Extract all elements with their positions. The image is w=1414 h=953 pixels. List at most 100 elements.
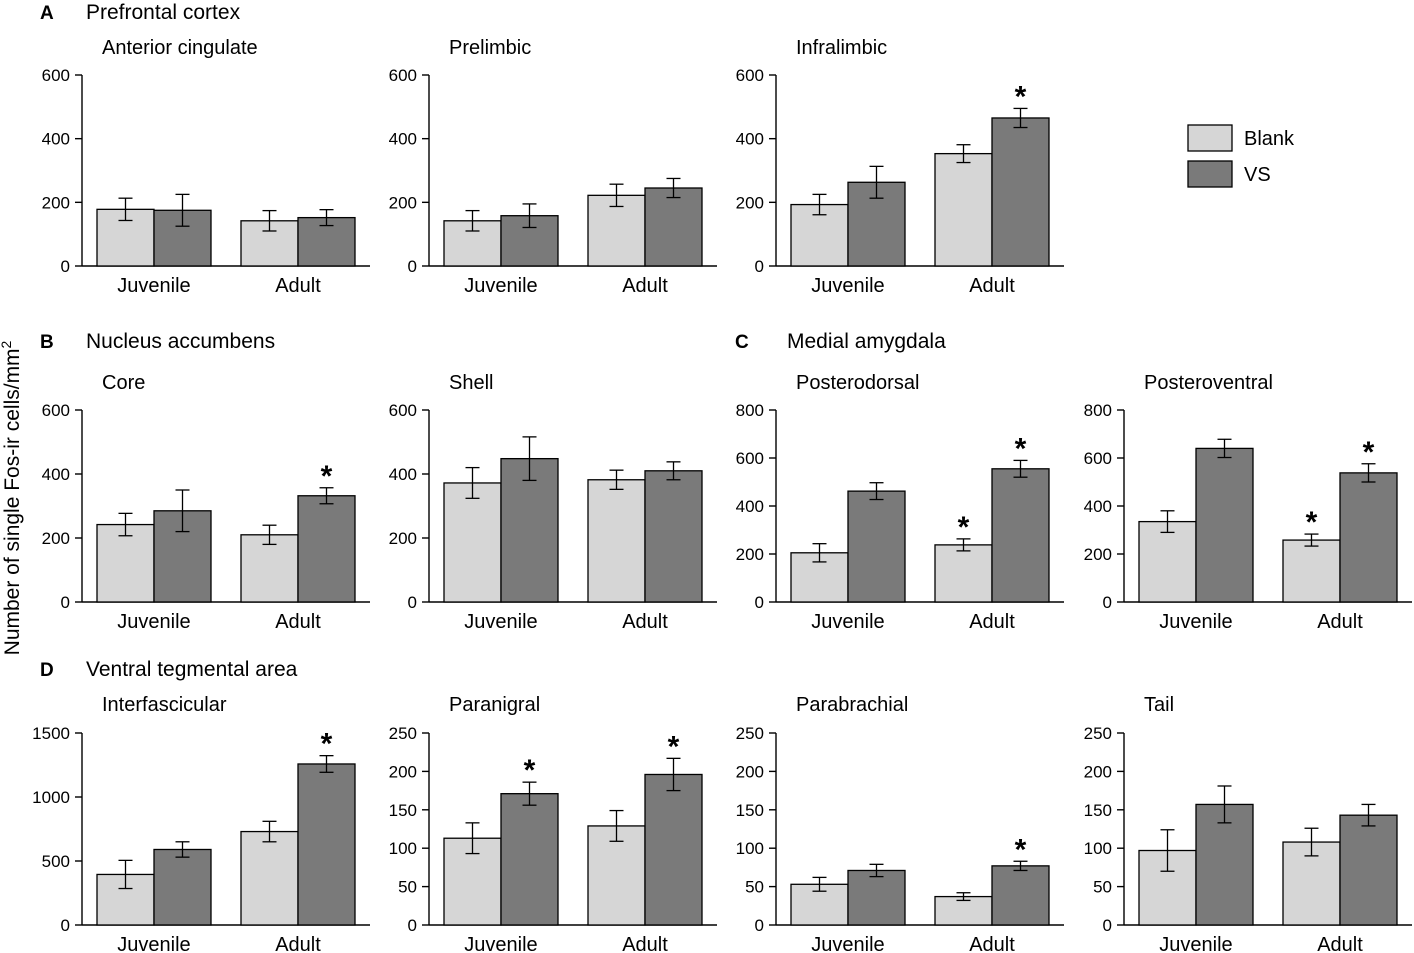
y-tick-label: 250 — [736, 724, 764, 743]
y-tick-label: 400 — [42, 465, 70, 484]
y-tick-label: 400 — [736, 497, 764, 516]
bar-adult-vs — [644, 187, 703, 267]
y-tick-label: 200 — [736, 193, 764, 212]
y-tick-label: 600 — [389, 66, 417, 85]
y-tick-label: 150 — [736, 801, 764, 820]
legend-label-vs: VS — [1244, 164, 1271, 186]
x-tick-label-juvenile: Juvenile — [117, 275, 190, 297]
y-tick-label: 600 — [1084, 449, 1112, 468]
section-title-B: Nucleus accumbens — [86, 330, 275, 353]
bar-adult-vs — [991, 865, 1050, 926]
y-axis-label: Number of single Fos-ir cells/mm2 — [0, 340, 24, 655]
x-tick-label-juvenile: Juvenile — [117, 934, 190, 953]
x-tick-label-juvenile: Juvenile — [464, 275, 537, 297]
x-tick-label-adult: Adult — [622, 275, 668, 297]
bar-adult-blank — [934, 544, 993, 603]
y-tick-label: 0 — [755, 593, 764, 612]
y-tick-label: 0 — [61, 916, 70, 935]
bar-juvenile-vs — [847, 869, 906, 926]
bar-juvenile-vs — [500, 793, 559, 926]
x-tick-label-adult: Adult — [1317, 611, 1363, 633]
y-tick-label: 600 — [736, 449, 764, 468]
significance-asterisk: * — [1015, 80, 1027, 113]
y-tick-label: 0 — [755, 916, 764, 935]
x-tick-label-juvenile: Juvenile — [811, 611, 884, 633]
section-letter-C: C — [735, 332, 749, 353]
bar-juvenile-blank — [1138, 520, 1197, 603]
legend-swatch-blank — [1187, 124, 1233, 152]
y-tick-label: 50 — [398, 878, 417, 897]
x-tick-label-adult: Adult — [969, 611, 1015, 633]
y-tick-label: 600 — [42, 401, 70, 420]
x-tick-label-adult: Adult — [969, 275, 1015, 297]
panel-title: Parabrachial — [796, 694, 908, 716]
y-tick-label: 50 — [745, 878, 764, 897]
y-tick-label: 400 — [389, 130, 417, 149]
bar-juvenile-vs — [847, 490, 906, 603]
y-tick-label: 0 — [61, 257, 70, 276]
y-tick-label: 400 — [42, 130, 70, 149]
y-tick-label: 200 — [42, 193, 70, 212]
panel-core: Core 0 200 400 600 Juvenile * Adult — [42, 372, 370, 633]
significance-asterisk: * — [321, 728, 333, 761]
x-tick-label-juvenile: Juvenile — [811, 275, 884, 297]
panel-shell: Shell 0 200 400 600 Juvenile Adult — [389, 372, 717, 633]
y-tick-label: 0 — [408, 257, 417, 276]
y-tick-label: 0 — [755, 257, 764, 276]
y-tick-label: 600 — [736, 66, 764, 85]
y-tick-label: 1000 — [32, 788, 70, 807]
panel-posterodorsal: Posterodorsal 0 200 400 600 800 Juvenile * * Adul… — [736, 372, 1064, 633]
y-tick-label: 200 — [42, 529, 70, 548]
y-tick-label: 800 — [1084, 401, 1112, 420]
y-tick-label: 500 — [42, 852, 70, 871]
y-tick-label: 0 — [1103, 593, 1112, 612]
bar-adult-vs — [991, 117, 1050, 267]
x-tick-label-juvenile: Juvenile — [1159, 934, 1232, 953]
y-tick-label: 0 — [408, 593, 417, 612]
section-title-C: Medial amygdala — [787, 330, 946, 353]
y-tick-label: 400 — [736, 130, 764, 149]
x-tick-label-adult: Adult — [275, 934, 321, 953]
x-tick-label-juvenile: Juvenile — [464, 934, 537, 953]
panel-title: Posterodorsal — [796, 372, 919, 394]
x-tick-label-juvenile: Juvenile — [464, 611, 537, 633]
y-tick-label: 150 — [1084, 801, 1112, 820]
y-tick-label: 250 — [1084, 724, 1112, 743]
x-tick-label-adult: Adult — [969, 934, 1015, 953]
bar-adult-vs — [297, 763, 356, 926]
legend: Blank VS — [1187, 124, 1295, 188]
y-tick-label: 200 — [389, 193, 417, 212]
y-tick-label: 200 — [1084, 545, 1112, 564]
bar-adult-vs — [1339, 814, 1398, 926]
panel-paranigral: Paranigral 0 50 100 150 200 250 * Juvenile * Adult — [389, 694, 717, 953]
significance-asterisk: * — [668, 730, 680, 763]
y-tick-label: 200 — [389, 529, 417, 548]
bar-juvenile-blank — [443, 482, 502, 603]
bar-juvenile-vs — [153, 848, 212, 926]
y-axis-label-superscript: 2 — [0, 340, 14, 348]
y-tick-label: 600 — [389, 401, 417, 420]
y-tick-label: 400 — [389, 465, 417, 484]
significance-asterisk: * — [1363, 436, 1375, 469]
bar-adult-vs — [644, 773, 703, 926]
significance-asterisk: * — [321, 460, 333, 493]
legend-swatch-vs — [1187, 160, 1233, 188]
panel-title: Tail — [1144, 694, 1174, 716]
bar-adult-vs — [644, 470, 703, 603]
y-tick-label: 0 — [1103, 916, 1112, 935]
section-title-A: Prefrontal cortex — [86, 1, 241, 24]
panel-title: Core — [102, 372, 145, 394]
x-tick-label-juvenile: Juvenile — [117, 611, 190, 633]
y-tick-label: 800 — [736, 401, 764, 420]
panel-title: Posteroventral — [1144, 372, 1273, 394]
significance-asterisk: * — [1306, 506, 1318, 539]
section-letter-D: D — [40, 660, 54, 681]
y-tick-label: 600 — [42, 66, 70, 85]
bar-adult-blank — [934, 895, 993, 926]
y-tick-label: 200 — [736, 762, 764, 781]
x-tick-label-adult: Adult — [275, 275, 321, 297]
panel-infralimbic: Infralimbic 0 200 400 600 Juvenile * Adult — [736, 37, 1064, 297]
bar-adult-blank — [240, 830, 299, 926]
x-tick-label-juvenile: Juvenile — [1159, 611, 1232, 633]
panel-title: Anterior cingulate — [102, 37, 258, 59]
